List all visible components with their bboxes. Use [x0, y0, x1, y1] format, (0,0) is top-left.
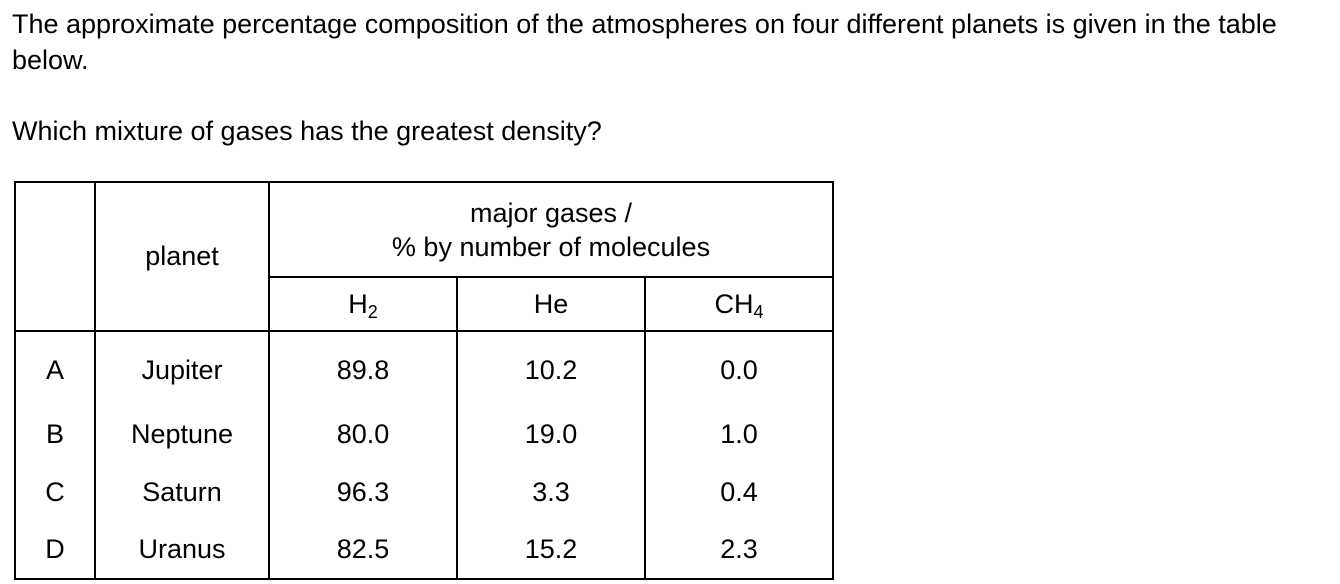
- gas-header-h2: H2: [269, 277, 458, 332]
- ch4-value: 0.4: [645, 463, 834, 521]
- h2-value: 96.3: [269, 463, 458, 521]
- atmosphere-composition-table: planet major gases / % by number of mole…: [14, 181, 834, 580]
- ch4-value: 0.0: [645, 331, 834, 405]
- table-row: D Uranus 82.5 15.2 2.3: [14, 521, 834, 580]
- he-value: 3.3: [457, 463, 646, 521]
- planet-name: Neptune: [95, 405, 270, 463]
- planet-name: Saturn: [95, 463, 270, 521]
- gas-formula-base: He: [533, 288, 569, 319]
- option-letter: D: [14, 521, 96, 580]
- gas-group-header-line2: % by number of molecules: [391, 231, 711, 262]
- gas-group-header-line1: major gases /: [469, 197, 633, 228]
- gas-group-header: major gases / % by number of molecules: [269, 181, 834, 278]
- planet-header: planet: [95, 181, 270, 332]
- question-text: Which mixture of gases has the greatest …: [12, 116, 602, 146]
- gas-formula-subscript: 4: [753, 301, 764, 322]
- h2-value: 89.8: [269, 331, 458, 405]
- gas-header-he: He: [457, 277, 646, 332]
- letter-header-cell: [14, 181, 96, 332]
- h2-value: 80.0: [269, 405, 458, 463]
- intro-text: The approximate percentage composition o…: [12, 9, 1277, 75]
- he-value: 19.0: [457, 405, 646, 463]
- ch4-value: 1.0: [645, 405, 834, 463]
- table-row: B Neptune 80.0 19.0 1.0: [14, 405, 834, 463]
- gas-formula-subscript: 2: [367, 301, 378, 322]
- option-letter: A: [14, 331, 96, 405]
- option-letter: B: [14, 405, 96, 463]
- he-value: 10.2: [457, 331, 646, 405]
- ch4-value: 2.3: [645, 521, 834, 580]
- planet-name: Jupiter: [95, 331, 270, 405]
- he-value: 15.2: [457, 521, 646, 580]
- planet-name: Uranus: [95, 521, 270, 580]
- gas-header-ch4: CH4: [645, 277, 834, 332]
- table-row: A Jupiter 89.8 10.2 0.0: [14, 331, 834, 405]
- gas-formula-base: H: [348, 288, 368, 319]
- option-letter: C: [14, 463, 96, 521]
- table-row: C Saturn 96.3 3.3 0.4: [14, 463, 834, 521]
- h2-value: 82.5: [269, 521, 458, 580]
- gas-formula-base: CH: [714, 288, 754, 319]
